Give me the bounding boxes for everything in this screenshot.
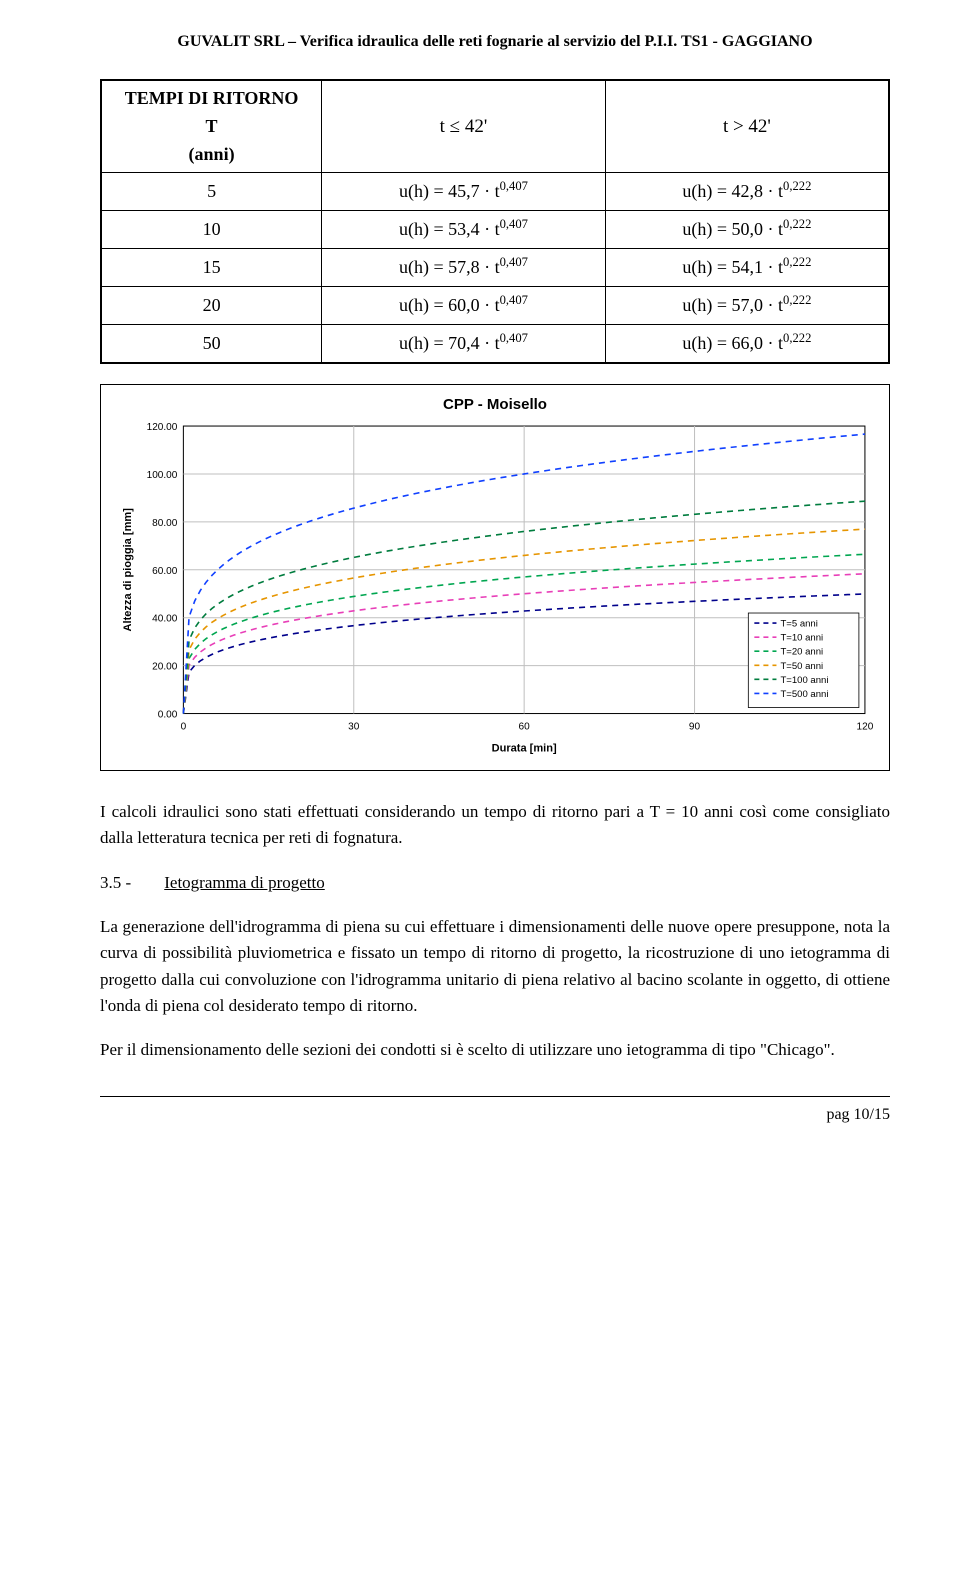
- chart-title: CPP - Moisello: [113, 393, 877, 416]
- table-row: 20u(h) = 60,0 · t0,407u(h) = 57,0 · t0,2…: [101, 287, 889, 325]
- table-row: 5u(h) = 45,7 · t0,407u(h) = 42,8 · t0,22…: [101, 173, 889, 211]
- svg-text:0: 0: [181, 722, 187, 733]
- tbl-hdr-l3: (anni): [112, 141, 311, 169]
- tbl-hdr-mid: t ≤ 42': [322, 80, 606, 173]
- chart-card: CPP - Moisello 0.00 20.00 40.00 60.00 80.00 1…: [100, 384, 890, 771]
- svg-text:80.00: 80.00: [152, 518, 178, 529]
- svg-text:0.00: 0.00: [158, 710, 178, 721]
- svg-text:100.00: 100.00: [147, 470, 178, 481]
- row-T: 50: [101, 325, 322, 363]
- svg-text:30: 30: [348, 722, 360, 733]
- tbl-hdr-right: t > 42': [605, 80, 889, 173]
- table-row: 15u(h) = 57,8 · t0,407u(h) = 54,1 · t0,2…: [101, 249, 889, 287]
- paragraph-1: I calcoli idraulici sono stati effettuat…: [100, 799, 890, 852]
- row-formula-a: u(h) = 57,8 · t0,407: [322, 249, 606, 287]
- row-formula-a: u(h) = 70,4 · t0,407: [322, 325, 606, 363]
- page-footer: pag 10/15: [100, 1096, 890, 1128]
- svg-text:120.00: 120.00: [147, 422, 178, 433]
- svg-text:T=10 anni: T=10 anni: [780, 633, 823, 644]
- svg-text:Durata [min]: Durata [min]: [492, 743, 557, 755]
- svg-text:60: 60: [519, 722, 531, 733]
- row-formula-b: u(h) = 57,0 · t0,222: [605, 287, 889, 325]
- row-formula-a: u(h) = 60,0 · t0,407: [322, 287, 606, 325]
- cpp-chart: 0.00 20.00 40.00 60.00 80.00 100.00 120.00 0 30 6…: [113, 418, 877, 760]
- paragraph-3: Per il dimensionamento delle sezioni dei…: [100, 1037, 890, 1063]
- svg-text:120: 120: [857, 722, 874, 733]
- row-T: 20: [101, 287, 322, 325]
- row-formula-b: u(h) = 50,0 · t0,222: [605, 211, 889, 249]
- doc-header: GUVALIT SRL – Verifica idraulica delle r…: [100, 30, 890, 55]
- formula-table: TEMPI DI RITORNO T (anni) t ≤ 42' t > 42…: [100, 79, 890, 364]
- table-row: 10u(h) = 53,4 · t0,407u(h) = 50,0 · t0,2…: [101, 211, 889, 249]
- row-T: 10: [101, 211, 322, 249]
- svg-text:40.00: 40.00: [152, 614, 178, 625]
- page-root: GUVALIT SRL – Verifica idraulica delle r…: [0, 0, 960, 1148]
- section-number: 3.5 -: [100, 870, 160, 896]
- row-formula-a: u(h) = 45,7 · t0,407: [322, 173, 606, 211]
- paragraph-2: La generazione dell'idrogramma di piena …: [100, 914, 890, 1019]
- table-row: 50u(h) = 70,4 · t0,407u(h) = 66,0 · t0,2…: [101, 325, 889, 363]
- row-formula-b: u(h) = 66,0 · t0,222: [605, 325, 889, 363]
- row-T: 15: [101, 249, 322, 287]
- row-formula-b: u(h) = 54,1 · t0,222: [605, 249, 889, 287]
- svg-text:T=500 anni: T=500 anni: [780, 689, 828, 700]
- svg-text:20.00: 20.00: [152, 662, 178, 673]
- tbl-hdr-l2: T: [112, 113, 311, 141]
- section-heading: 3.5 - Ietogramma di progetto: [100, 870, 890, 896]
- row-T: 5: [101, 173, 322, 211]
- svg-text:90: 90: [689, 722, 701, 733]
- row-formula-a: u(h) = 53,4 · t0,407: [322, 211, 606, 249]
- row-formula-b: u(h) = 42,8 · t0,222: [605, 173, 889, 211]
- svg-text:T=50 anni: T=50 anni: [780, 661, 823, 672]
- section-title: Ietogramma di progetto: [164, 873, 325, 892]
- svg-text:T=20 anni: T=20 anni: [780, 647, 823, 658]
- svg-text:60.00: 60.00: [152, 566, 178, 577]
- svg-text:T=100 anni: T=100 anni: [780, 675, 828, 686]
- tbl-hdr-l1: TEMPI DI RITORNO: [112, 85, 311, 113]
- svg-text:T=5 anni: T=5 anni: [780, 619, 817, 630]
- svg-text:Altezza di pioggia [mm]: Altezza di pioggia [mm]: [122, 508, 134, 632]
